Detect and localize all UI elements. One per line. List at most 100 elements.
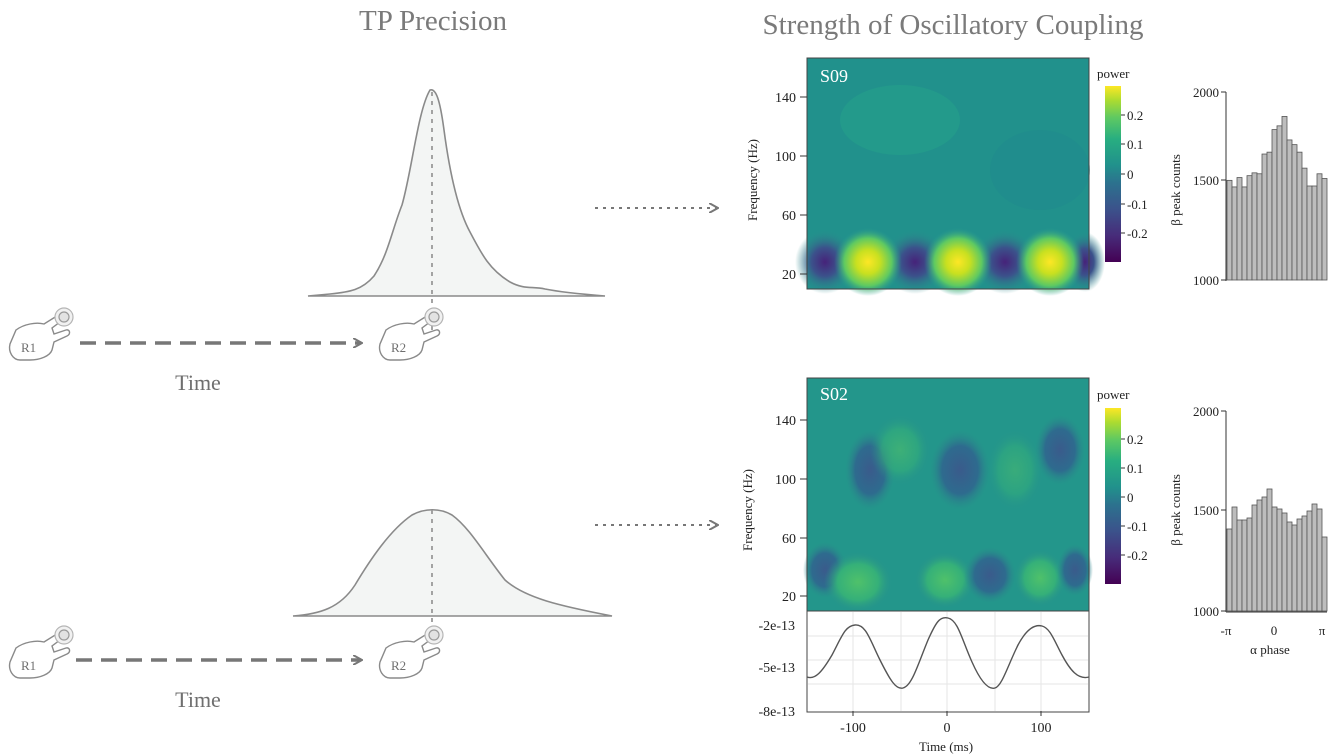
x-tick: -100 xyxy=(840,721,866,736)
histogram-bar xyxy=(1286,521,1293,612)
x-tick: -π xyxy=(1221,623,1232,638)
r2-label: R2 xyxy=(391,340,406,355)
histogram-bar xyxy=(1261,153,1268,281)
histogram-bar xyxy=(1296,151,1303,281)
y-tick: 2000 xyxy=(1193,85,1219,100)
colorbar: power 0.2 0.1 0 -0.1 -0.2 xyxy=(1097,387,1148,584)
histogram-bar xyxy=(1226,528,1233,612)
time-label: Time xyxy=(175,370,221,395)
y-tick: 20 xyxy=(782,268,796,283)
y-tick: -8e-13 xyxy=(758,705,795,720)
histogram-bar xyxy=(1241,519,1248,612)
histogram-bar xyxy=(1311,185,1318,281)
histogram-bar xyxy=(1231,506,1238,612)
histogram-bar xyxy=(1271,129,1278,281)
histogram-bar xyxy=(1281,512,1288,612)
colorbar-tick: -0.1 xyxy=(1127,197,1148,212)
precision-curve-sharp xyxy=(307,89,606,330)
histogram-bar xyxy=(1301,167,1308,281)
alpha-waveform: -2e-13 -5e-13 -8e-13 -100 0 100 Time (ms… xyxy=(758,610,1090,754)
histogram-bar xyxy=(1276,508,1283,612)
y-tick: 20 xyxy=(782,590,796,605)
x-tick: 100 xyxy=(1031,721,1052,736)
x-tick: 0 xyxy=(1271,623,1278,638)
histogram-bar xyxy=(1306,185,1313,281)
y-axis-label: β peak counts xyxy=(1168,154,1183,226)
y-tick: 1000 xyxy=(1193,604,1219,619)
right-title: Strength of Oscillatory Coupling xyxy=(763,9,1144,41)
y-tick: 100 xyxy=(775,473,796,488)
y-tick: 2000 xyxy=(1193,404,1219,419)
r2-label: R2 xyxy=(391,658,406,673)
histogram-bar xyxy=(1276,125,1283,281)
hand-icon xyxy=(8,625,74,679)
histogram-bar xyxy=(1271,506,1278,612)
y-tick: 140 xyxy=(775,91,796,106)
y-tick: -5e-13 xyxy=(758,661,795,676)
y-axis-label: β peak counts xyxy=(1168,474,1183,546)
colorbar-tick: -0.2 xyxy=(1127,548,1148,563)
x-axis-label: Time (ms) xyxy=(919,739,973,754)
histogram-bar xyxy=(1321,536,1328,612)
colorbar: power 0.2 0.1 0 -0.1 -0.2 xyxy=(1097,66,1148,262)
r1-label: R1 xyxy=(21,340,36,355)
y-tick: 1000 xyxy=(1193,273,1219,288)
colorbar-tick: -0.1 xyxy=(1127,519,1148,534)
colorbar-tick: -0.2 xyxy=(1127,226,1148,241)
histogram-bar xyxy=(1306,510,1313,612)
colorbar-title: power xyxy=(1097,387,1130,402)
y-tick: 60 xyxy=(782,209,796,224)
y-tick: -2e-13 xyxy=(758,619,795,634)
colorbar-tick: 0 xyxy=(1127,490,1134,505)
y-tick: 140 xyxy=(775,414,796,429)
precision-curve-broad xyxy=(292,508,613,640)
histogram-bar xyxy=(1311,503,1318,612)
heatmap-y-axis: 140 100 60 20 Frequency (Hz) xyxy=(745,91,807,283)
heatmap-y-axis: 140 100 60 20 Frequency (Hz) xyxy=(740,414,807,605)
left-title: TP Precision xyxy=(359,5,507,37)
histogram-bar xyxy=(1226,179,1233,281)
histogram-bar xyxy=(1291,524,1298,612)
y-tick: 1500 xyxy=(1193,173,1219,188)
histogram-bar xyxy=(1296,518,1303,612)
histogram-bar xyxy=(1236,519,1243,612)
histogram-bar xyxy=(1316,508,1323,612)
histogram-bar xyxy=(1286,139,1293,281)
x-tick: π xyxy=(1319,623,1326,638)
histogram-bar xyxy=(1266,488,1273,612)
histogram-bar xyxy=(1261,496,1268,612)
histogram-bar xyxy=(1316,173,1323,281)
histogram-bar xyxy=(1266,151,1273,281)
subject-label: S09 xyxy=(820,66,848,86)
hand-icon xyxy=(378,625,444,679)
y-tick: 60 xyxy=(782,532,796,547)
histogram-bar xyxy=(1236,177,1243,281)
histogram-bar xyxy=(1246,175,1253,281)
x-tick: 0 xyxy=(944,721,951,736)
r1-label: R1 xyxy=(21,658,36,673)
histogram-s02: 2000 1500 1000 β peak counts -π 0 π α ph… xyxy=(1168,404,1328,657)
x-axis-label: α phase xyxy=(1250,642,1290,657)
heatmap-s09 xyxy=(795,57,1105,296)
subject-label: S02 xyxy=(820,384,848,404)
y-axis-label: Frequency (Hz) xyxy=(745,139,760,221)
colorbar-tick: 0.2 xyxy=(1127,432,1143,447)
histogram-bar xyxy=(1231,186,1238,281)
y-axis-label: Frequency (Hz) xyxy=(740,469,755,551)
histogram-bar xyxy=(1256,499,1263,612)
histogram-bar xyxy=(1241,186,1248,281)
colorbar-title: power xyxy=(1097,66,1130,81)
histogram-bar xyxy=(1246,517,1253,612)
heatmap-s02 xyxy=(803,377,1093,612)
colorbar-tick: 0.1 xyxy=(1127,461,1143,476)
y-tick: 100 xyxy=(775,150,796,165)
histogram-bar xyxy=(1291,144,1298,281)
y-tick: 1500 xyxy=(1193,503,1219,518)
histogram-bar xyxy=(1281,116,1288,281)
hand-icon xyxy=(8,307,74,361)
histogram-bar xyxy=(1256,173,1263,281)
histogram-bar xyxy=(1321,178,1328,281)
histogram-bar xyxy=(1251,172,1258,281)
histogram-bar xyxy=(1251,504,1258,612)
